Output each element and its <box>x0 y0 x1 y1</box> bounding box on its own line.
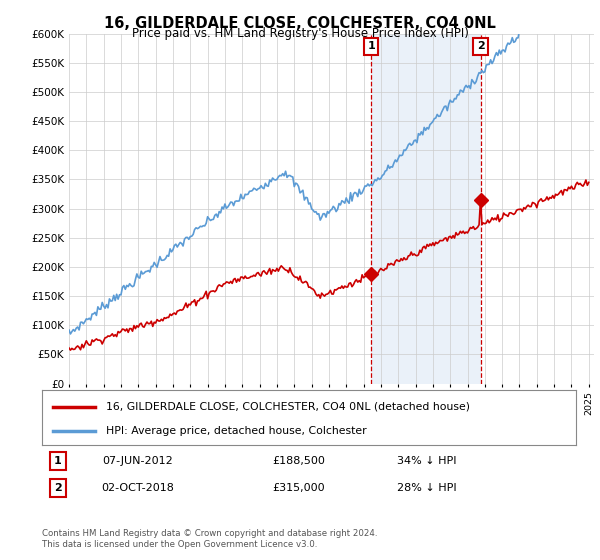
Text: Contains HM Land Registry data © Crown copyright and database right 2024.
This d: Contains HM Land Registry data © Crown c… <box>42 529 377 549</box>
Text: 16, GILDERDALE CLOSE, COLCHESTER, CO4 0NL (detached house): 16, GILDERDALE CLOSE, COLCHESTER, CO4 0N… <box>106 402 470 412</box>
Text: 16, GILDERDALE CLOSE, COLCHESTER, CO4 0NL: 16, GILDERDALE CLOSE, COLCHESTER, CO4 0N… <box>104 16 496 31</box>
Text: 2: 2 <box>476 41 484 52</box>
Text: 2: 2 <box>54 483 62 493</box>
Text: 07-JUN-2012: 07-JUN-2012 <box>103 456 173 466</box>
Text: 1: 1 <box>54 456 62 466</box>
Text: HPI: Average price, detached house, Colchester: HPI: Average price, detached house, Colc… <box>106 427 367 436</box>
Text: £188,500: £188,500 <box>272 456 325 466</box>
Text: 34% ↓ HPI: 34% ↓ HPI <box>397 456 456 466</box>
Text: 1: 1 <box>367 41 375 52</box>
Text: £315,000: £315,000 <box>272 483 325 493</box>
Text: 28% ↓ HPI: 28% ↓ HPI <box>397 483 456 493</box>
Text: Price paid vs. HM Land Registry's House Price Index (HPI): Price paid vs. HM Land Registry's House … <box>131 27 469 40</box>
Text: 02-OCT-2018: 02-OCT-2018 <box>101 483 175 493</box>
Bar <box>371 34 481 384</box>
